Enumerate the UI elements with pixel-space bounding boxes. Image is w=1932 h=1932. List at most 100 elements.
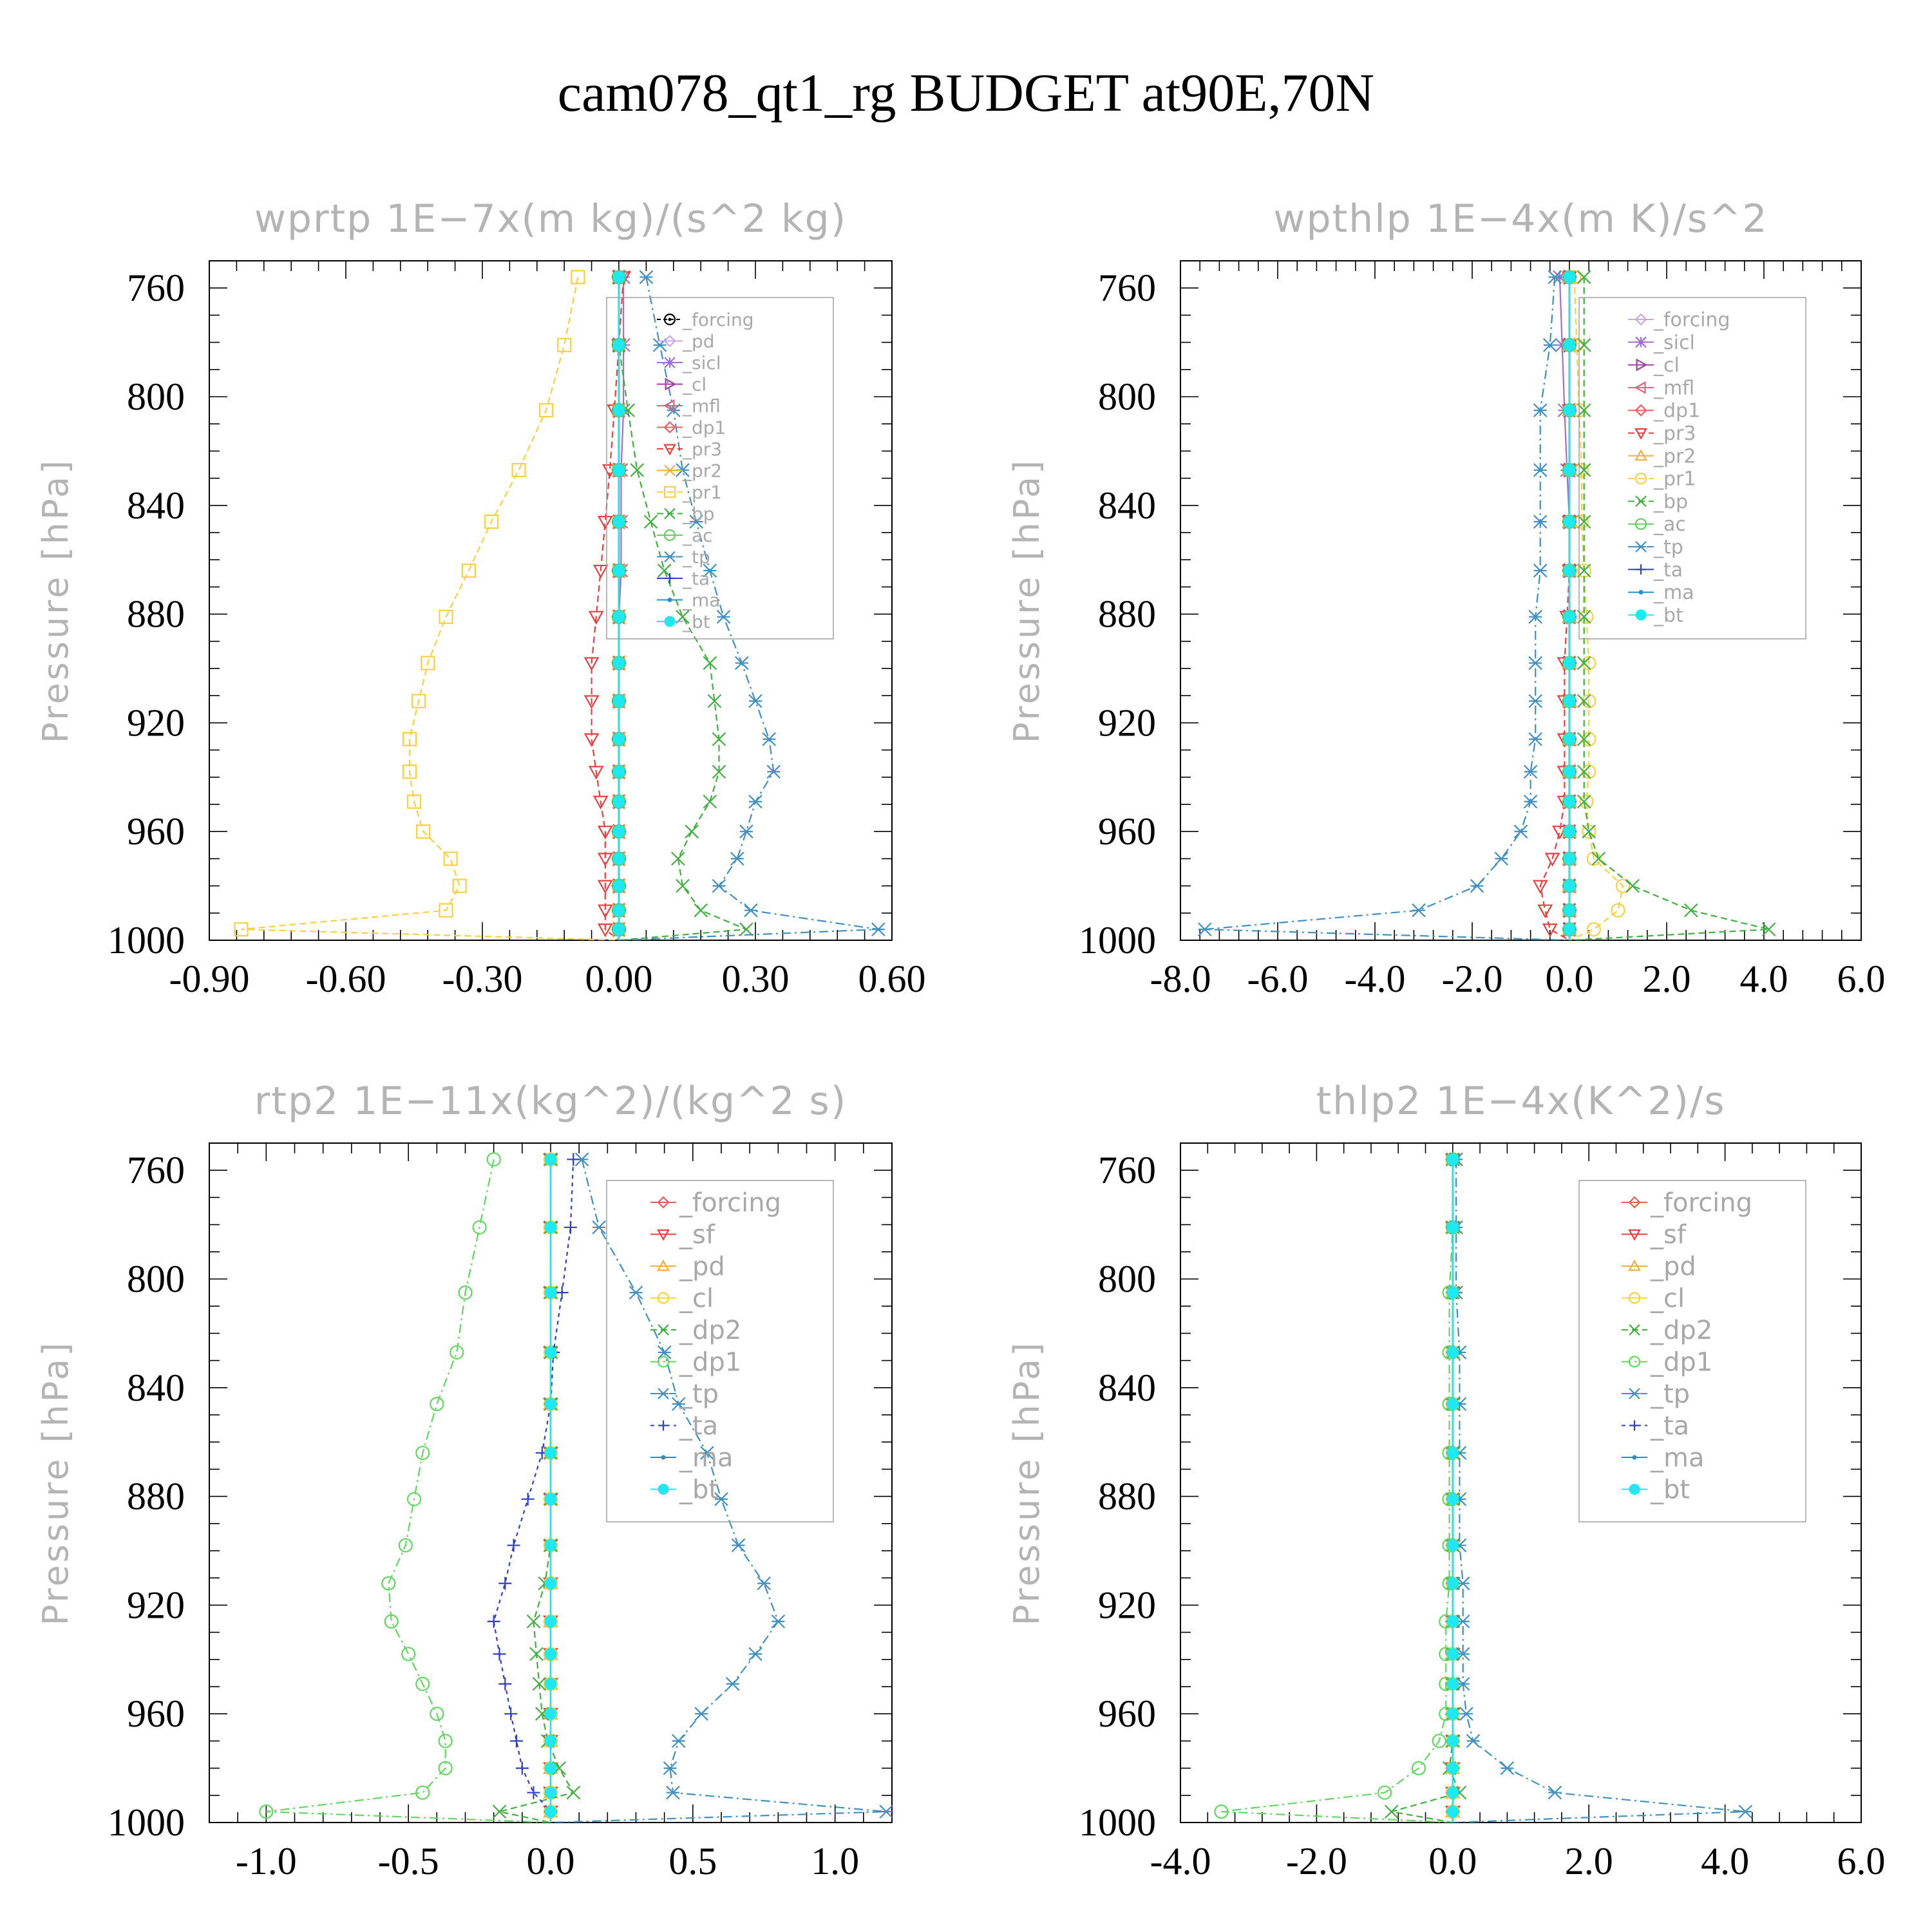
panel-title: wpthlp 1E−4x(m K)/s^2 [1273,196,1768,242]
legend-marker [1629,1420,1640,1431]
x-tick-label: 1.0 [811,1840,859,1882]
data-point [1500,1761,1515,1776]
data-point [663,1761,677,1776]
data-point [1197,922,1212,936]
data-point [1586,851,1601,866]
y-tick-label: 1000 [108,1801,185,1844]
legend-item: _pr3 [1628,422,1696,445]
data-point [1577,795,1591,809]
legend-marker [667,598,672,602]
y-tick-label: 960 [127,1692,185,1735]
y-tick-label: 880 [127,1475,185,1518]
data-point [1577,403,1591,417]
y-tick-label: 920 [1098,1584,1156,1626]
series-pr1 [234,270,620,940]
data-point [762,732,776,746]
plot-area [1197,269,1776,940]
data-point [443,851,458,866]
x-tick-label: -4.0 [1345,958,1406,1000]
series-bt [1563,270,1576,940]
data-point [1563,464,1576,477]
data-point [612,923,625,936]
data-point [1446,1786,1459,1799]
data-point [1579,609,1594,624]
legend-marker [1634,472,1647,485]
data-point [421,656,435,670]
data-point [1412,903,1426,918]
series-tp [1197,270,1570,940]
data-point [612,880,625,893]
legend-label: _bp [682,503,715,524]
data-point [1446,1647,1459,1660]
legend: _forcing_sf_pd_cl_dp2 _dp1_tp _ta_ma_bt [606,1180,834,1522]
data-point [657,1345,672,1359]
legend-marker [1634,313,1647,326]
data-point [458,1285,473,1300]
data-point [1577,270,1591,285]
legend-label: _ma [682,589,720,611]
data-point [583,695,600,709]
data-point [1384,1804,1399,1819]
data-point [557,337,572,352]
legend-item: _pd [657,330,715,352]
data-point [597,516,613,530]
data-point [510,1734,523,1748]
y-tick-label: 920 [127,1584,185,1626]
series-line [550,1159,887,1823]
data-point [1466,1734,1481,1748]
x-tick-label: 0.0 [1546,958,1594,1000]
data-point [1586,922,1601,937]
plot-frame [1180,1142,1862,1823]
data-point [1533,515,1548,529]
data-point [1548,1785,1562,1800]
legend-item: _bt [657,611,710,632]
x-tick-label: -0.5 [378,1840,439,1882]
plot-frame [1180,260,1862,941]
legend-marker [1634,404,1647,417]
legend-item: _sf [1622,1220,1687,1250]
legend-label: _tp [682,546,710,567]
legend-item: _ta [1622,1412,1689,1441]
legend-box [1578,297,1806,639]
series-line [241,277,620,940]
legend-item: _bt [1622,1475,1690,1505]
data-point [748,795,762,809]
data-point [871,922,886,936]
data-point [1577,338,1591,352]
data-point [1446,1805,1459,1818]
data-point [1543,338,1557,352]
y-axis-label: Pressure [hPa] [1007,458,1047,743]
series-line [591,277,625,940]
data-point [1563,515,1576,528]
legend-label: _sf [1650,1220,1687,1250]
legend-item: _ac [657,525,713,546]
chart-panel-4: thlp2 1E−4x(K^2)/s Pressure [hPa] 760 800 84… [1007,1079,1886,1882]
legend-item: _cl [657,374,706,395]
plot-area [234,269,886,940]
legend-label: _ma [1653,582,1694,604]
legend-box [606,1180,834,1522]
data-point [592,1220,606,1235]
x-tick-label: 0.0 [527,1840,575,1882]
legend-item: _sicl [657,352,721,374]
legend-item: _ma [657,589,720,611]
data-point [430,1397,444,1412]
legend: _forcing_sf_pd_cl_dp2 _dp1_tp _ta_ma_bt [1578,1180,1806,1522]
data-point [555,1286,569,1300]
data-point [612,733,625,746]
data-point [1563,564,1576,577]
legend-marker [657,1259,670,1271]
legend-item: _ma [650,1443,733,1473]
data-point [1577,463,1591,477]
data-point [1563,733,1576,746]
data-point [771,1614,786,1629]
legend-marker [658,1484,669,1495]
legend-label: _sicl [682,352,721,374]
data-point [612,270,625,283]
legend-label: _bt [679,1475,719,1505]
data-point [1446,1734,1459,1747]
data-point [1563,270,1576,283]
y-tick-label: 840 [127,484,185,527]
legend-marker [1632,1455,1637,1460]
data-point [1378,1785,1392,1800]
